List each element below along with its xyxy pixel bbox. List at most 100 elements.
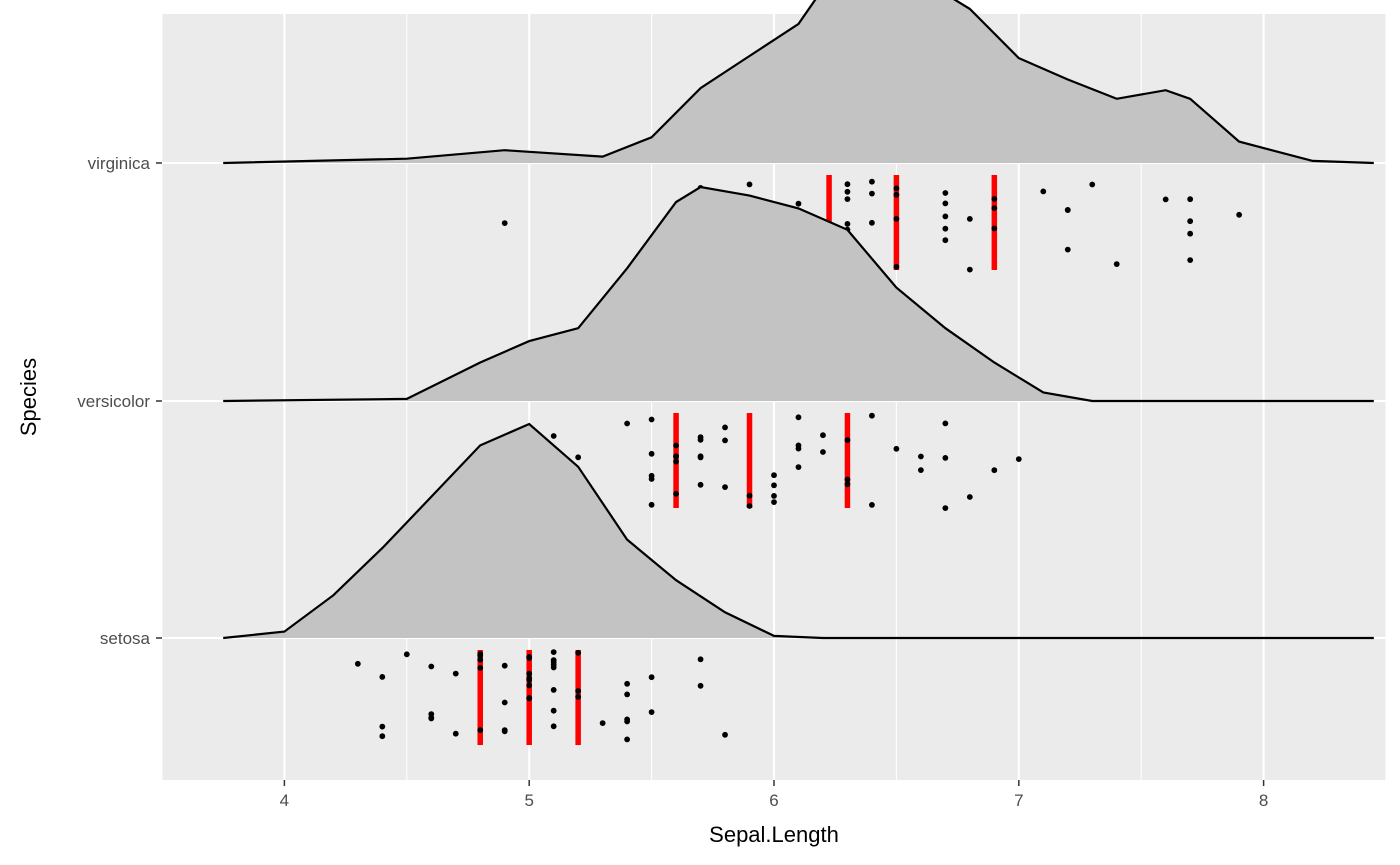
data-point [526, 655, 533, 661]
data-point [575, 454, 582, 461]
data-point [942, 213, 949, 220]
data-point [575, 694, 582, 700]
data-point [624, 420, 631, 427]
data-point [526, 676, 533, 683]
data-point [942, 237, 949, 244]
data-point [452, 730, 459, 737]
data-point [624, 680, 631, 687]
data-point [599, 720, 606, 726]
data-point [550, 659, 557, 666]
ridges-layer [223, 0, 1374, 745]
data-point [771, 472, 777, 479]
data-point [966, 494, 973, 500]
data-point [477, 727, 484, 733]
data-point [991, 225, 998, 232]
y-tick-label-setosa: setosa [100, 629, 151, 648]
data-point [550, 664, 557, 671]
data-point [624, 691, 631, 698]
data-point [526, 670, 533, 677]
ridge-fill-virginica [223, 0, 1374, 163]
data-point [1162, 196, 1169, 203]
data-point [1187, 218, 1194, 225]
data-point [746, 181, 753, 188]
data-point [477, 651, 484, 657]
ridge-group-versicolor [223, 185, 1374, 511]
data-point [820, 449, 826, 455]
data-point [1089, 181, 1096, 188]
data-point [746, 492, 753, 499]
ridge-group-setosa [223, 422, 1374, 745]
data-point [942, 420, 949, 427]
data-point [697, 656, 704, 663]
data-point [893, 445, 900, 452]
axes-layer: 4 5 6 7 8 setosa versicolor virginica [77, 154, 1268, 810]
x-tick-label: 8 [1259, 791, 1268, 810]
x-tick-label: 4 [280, 791, 289, 810]
data-point [795, 414, 802, 421]
data-point [648, 709, 655, 715]
data-point [722, 424, 728, 431]
data-point [550, 723, 557, 730]
data-point [1015, 456, 1022, 462]
data-point [795, 200, 802, 207]
data-point [575, 649, 582, 656]
data-point [844, 221, 851, 227]
data-point [1187, 196, 1194, 203]
data-point [942, 225, 949, 232]
data-point [648, 472, 655, 479]
data-point [869, 502, 875, 508]
data-point [869, 219, 875, 226]
data-point [722, 437, 728, 444]
data-point [624, 736, 631, 743]
data-point [917, 467, 924, 473]
data-point [893, 185, 900, 192]
data-point [648, 416, 655, 423]
data-point [844, 481, 851, 488]
data-point [795, 464, 802, 470]
data-point [477, 665, 484, 671]
data-point [844, 181, 851, 188]
data-point [648, 674, 655, 681]
data-point [452, 670, 459, 677]
x-tick-label: 6 [769, 791, 778, 810]
data-point [844, 188, 851, 195]
data-point [697, 434, 704, 441]
data-point [991, 196, 998, 202]
data-point [942, 455, 949, 461]
data-point [844, 476, 851, 483]
data-point [771, 499, 777, 505]
data-point [526, 695, 533, 701]
data-point [354, 660, 361, 667]
data-point [1236, 211, 1243, 218]
data-point [379, 674, 386, 680]
data-point [379, 723, 386, 730]
data-point [869, 178, 875, 185]
y-tick-label-versicolor: versicolor [77, 392, 150, 411]
data-point [746, 503, 753, 509]
data-point [966, 266, 973, 273]
data-point [428, 663, 435, 670]
data-point [795, 445, 802, 452]
data-point [501, 662, 508, 669]
data-point [1040, 188, 1047, 195]
data-point [966, 216, 973, 222]
data-point [942, 190, 949, 196]
data-point [942, 200, 949, 207]
data-point [501, 728, 508, 735]
data-point [550, 433, 557, 439]
ridge-outline-setosa [223, 422, 1374, 640]
y-tick-label-virginica: virginica [88, 154, 151, 173]
data-point [428, 711, 435, 717]
data-point [673, 490, 679, 497]
ridge-outline-versicolor [223, 185, 1374, 403]
data-point [575, 688, 582, 694]
data-point [1064, 246, 1071, 253]
ridge-fill-setosa [223, 424, 1374, 638]
data-point [477, 656, 484, 663]
ridge-outline-virginica [223, 0, 1374, 165]
data-point [526, 682, 533, 689]
data-point [917, 453, 924, 460]
data-point [771, 493, 777, 499]
data-point [722, 484, 728, 490]
